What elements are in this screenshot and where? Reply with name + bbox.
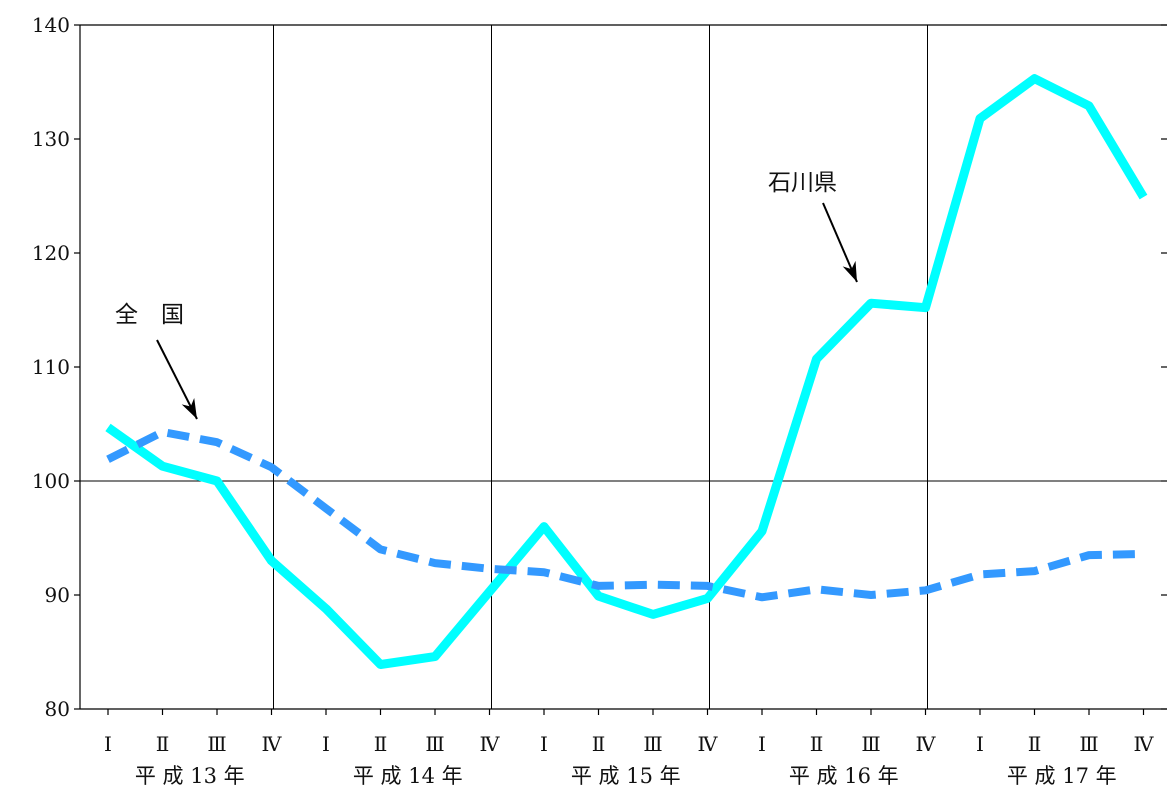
y-axis: 80 90 100 110 120 130 140 <box>32 13 1167 721</box>
x-tick-label: Ⅳ <box>1134 732 1155 756</box>
x-tick-label: Ⅲ <box>643 732 662 756</box>
x-tick-label: Ⅲ <box>861 732 880 756</box>
series-line-national <box>106 428 1144 602</box>
y-tick-label: 130 <box>32 127 70 151</box>
y-tick-label: 80 <box>45 697 70 721</box>
y-tick-label: 110 <box>32 355 70 379</box>
x-tick-label: Ⅲ <box>207 732 226 756</box>
annotation-ishikawa-label: 石川県 <box>768 170 837 196</box>
annotation-national-arrow <box>156 339 198 420</box>
x-axis: Ⅰ Ⅱ Ⅲ Ⅳ Ⅰ Ⅱ Ⅲ Ⅳ Ⅰ Ⅱ Ⅲ Ⅳ Ⅰ Ⅱ Ⅲ Ⅳ Ⅰ Ⅱ Ⅲ Ⅳ 平 成 13 年 平 成 14 年 平 成 … <box>104 709 1155 788</box>
annotation-layer: 全 国 石川県 <box>115 170 858 420</box>
y-tick-label: 90 <box>45 583 70 607</box>
x-tick-label: Ⅱ <box>1028 732 1042 756</box>
series-line-ishikawa <box>105 74 1148 669</box>
y-tick-label: 100 <box>32 469 70 493</box>
x-tick-label: Ⅱ <box>810 732 824 756</box>
arrow-head <box>181 397 197 419</box>
series-layer <box>105 74 1148 669</box>
x-tick-label: Ⅲ <box>425 732 444 756</box>
y-tick-label: 140 <box>32 13 70 37</box>
annotation-ishikawa-arrow <box>822 202 858 283</box>
year-group-label: 平 成 13 年 <box>135 764 245 788</box>
annotation-national-label: 全 国 <box>115 302 184 328</box>
x-tick-label: Ⅱ <box>374 732 388 756</box>
x-tick-label: Ⅰ <box>976 732 984 756</box>
x-tick-label: Ⅰ <box>758 732 766 756</box>
x-tick-label: Ⅳ <box>262 732 283 756</box>
x-tick-label: Ⅰ <box>540 732 548 756</box>
y-tick-label: 120 <box>32 241 70 265</box>
x-tick-label: Ⅳ <box>480 732 501 756</box>
year-group-label: 平 成 15 年 <box>571 764 681 788</box>
x-tick-label: Ⅰ <box>104 732 112 756</box>
year-group-label: 平 成 17 年 <box>1007 764 1117 788</box>
x-tick-label: Ⅲ <box>1079 732 1098 756</box>
x-tick-label: Ⅰ <box>322 732 330 756</box>
arrow-head <box>842 260 857 282</box>
arrow-shaft <box>156 339 198 420</box>
year-group-label: 平 成 14 年 <box>353 764 463 788</box>
arrow-shaft <box>822 202 858 283</box>
year-group-label: 平 成 16 年 <box>789 764 899 788</box>
x-tick-label: Ⅳ <box>916 732 937 756</box>
grid <box>80 25 1167 709</box>
x-tick-label: Ⅱ <box>592 732 606 756</box>
x-tick-label: Ⅱ <box>156 732 170 756</box>
x-tick-label: Ⅳ <box>698 732 719 756</box>
